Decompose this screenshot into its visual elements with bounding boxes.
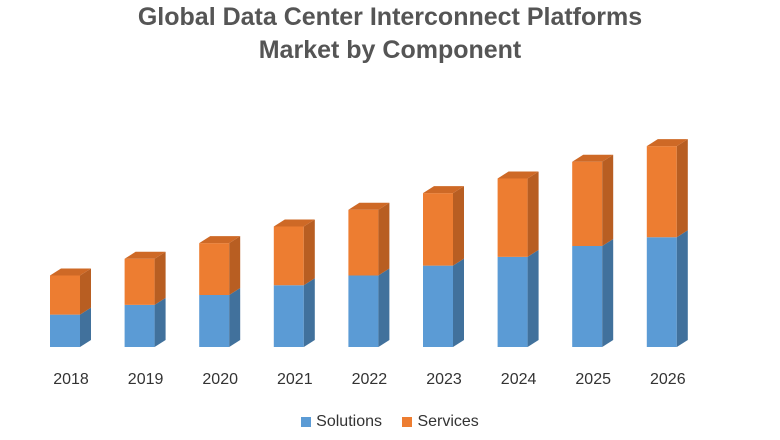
bar-side-services-2021 (303, 219, 315, 286)
bar-front-solutions-2019 (124, 304, 155, 347)
legend-label-services: Services (417, 413, 479, 430)
bar-front-services-2024 (497, 178, 528, 257)
bar-group (50, 139, 688, 347)
bar-stack-2020 (199, 236, 241, 347)
bar-front-solutions-2021 (273, 285, 304, 347)
x-tick-label: 2025 (575, 371, 611, 388)
bar-front-solutions-2020 (199, 295, 230, 347)
bar-stack-2023 (423, 186, 464, 347)
bar-side-services-2019 (154, 251, 166, 305)
x-tick-label: 2021 (277, 371, 313, 388)
bar-side-services-2024 (527, 171, 539, 257)
bar-stack-2026 (646, 139, 688, 347)
legend-label-solutions: Solutions (316, 413, 382, 430)
bar-front-solutions-2026 (646, 237, 677, 347)
bar-stack-2021 (273, 219, 315, 347)
bar-top-services-2026 (646, 139, 688, 147)
bar-front-services-2026 (646, 146, 677, 238)
bar-front-services-2023 (423, 193, 453, 266)
bar-side-solutions-2018 (80, 307, 91, 347)
x-axis-ticks: 2018 2019 2020 2021 2022 2023 2024 2025 2026 (53, 371, 685, 388)
bar-top-services-2020 (199, 236, 241, 244)
bar-front-services-2019 (124, 258, 155, 305)
bar-side-solutions-2022 (378, 268, 390, 347)
legend-swatch-solutions (301, 417, 312, 427)
bar-side-solutions-2023 (453, 258, 464, 347)
bar-stack-2019 (124, 251, 166, 347)
x-tick-label: 2026 (650, 371, 686, 388)
x-tick-label: 2023 (426, 371, 462, 388)
legend-item-solutions: Solutions (301, 413, 382, 431)
x-tick-label: 2024 (501, 371, 537, 388)
bar-front-services-2020 (199, 243, 230, 296)
x-tick-label: 2022 (352, 371, 388, 388)
bar-side-solutions-2026 (676, 230, 688, 347)
bar-side-services-2022 (378, 202, 390, 276)
bar-side-solutions-2021 (303, 278, 315, 347)
x-tick-label: 2020 (202, 371, 238, 388)
chart-title-line-1: Global Data Center Interconnect Platform… (137, 3, 643, 31)
bar-top-services-2018 (50, 268, 91, 276)
bar-top-services-2023 (423, 186, 464, 194)
bar-stack-2022 (348, 202, 390, 347)
legend-item-services: Services (402, 413, 479, 431)
bar-stack-2024 (497, 171, 539, 347)
chart-title-line-2: Market by Component (258, 36, 522, 64)
x-tick-label: 2018 (53, 371, 89, 388)
bar-side-solutions-2019 (154, 297, 166, 347)
bar-front-services-2025 (572, 161, 603, 247)
bar-top-services-2024 (497, 171, 539, 179)
bar-side-services-2023 (453, 186, 464, 266)
bar-front-services-2018 (50, 275, 80, 315)
bar-front-solutions-2025 (572, 246, 603, 347)
bar-front-solutions-2018 (50, 314, 80, 347)
bar-side-solutions-2024 (527, 249, 539, 347)
bar-side-solutions-2020 (229, 288, 241, 347)
chart-title-block: Global Data Center Interconnect Platform… (0, 0, 780, 66)
bar-stack-2018 (50, 268, 91, 347)
bar-side-services-2025 (602, 154, 614, 247)
bar-side-services-2020 (229, 236, 241, 296)
bar-top-services-2022 (348, 202, 390, 210)
bar-front-solutions-2022 (348, 275, 379, 347)
bar-top-services-2025 (572, 154, 614, 162)
legend: Solutions Services (0, 413, 780, 432)
bar-top-services-2019 (124, 251, 166, 259)
bar-top-services-2021 (273, 219, 315, 227)
bar-front-solutions-2023 (423, 265, 453, 347)
bar-side-services-2026 (676, 139, 688, 238)
bar-side-services-2018 (80, 268, 91, 315)
bar-stack-2025 (572, 154, 614, 347)
legend-swatch-services (402, 417, 413, 427)
bar-side-solutions-2025 (602, 239, 614, 347)
bar-front-services-2022 (348, 209, 379, 276)
bar-front-solutions-2024 (497, 256, 528, 347)
bar-front-services-2021 (273, 226, 304, 286)
x-tick-label: 2019 (128, 371, 164, 388)
